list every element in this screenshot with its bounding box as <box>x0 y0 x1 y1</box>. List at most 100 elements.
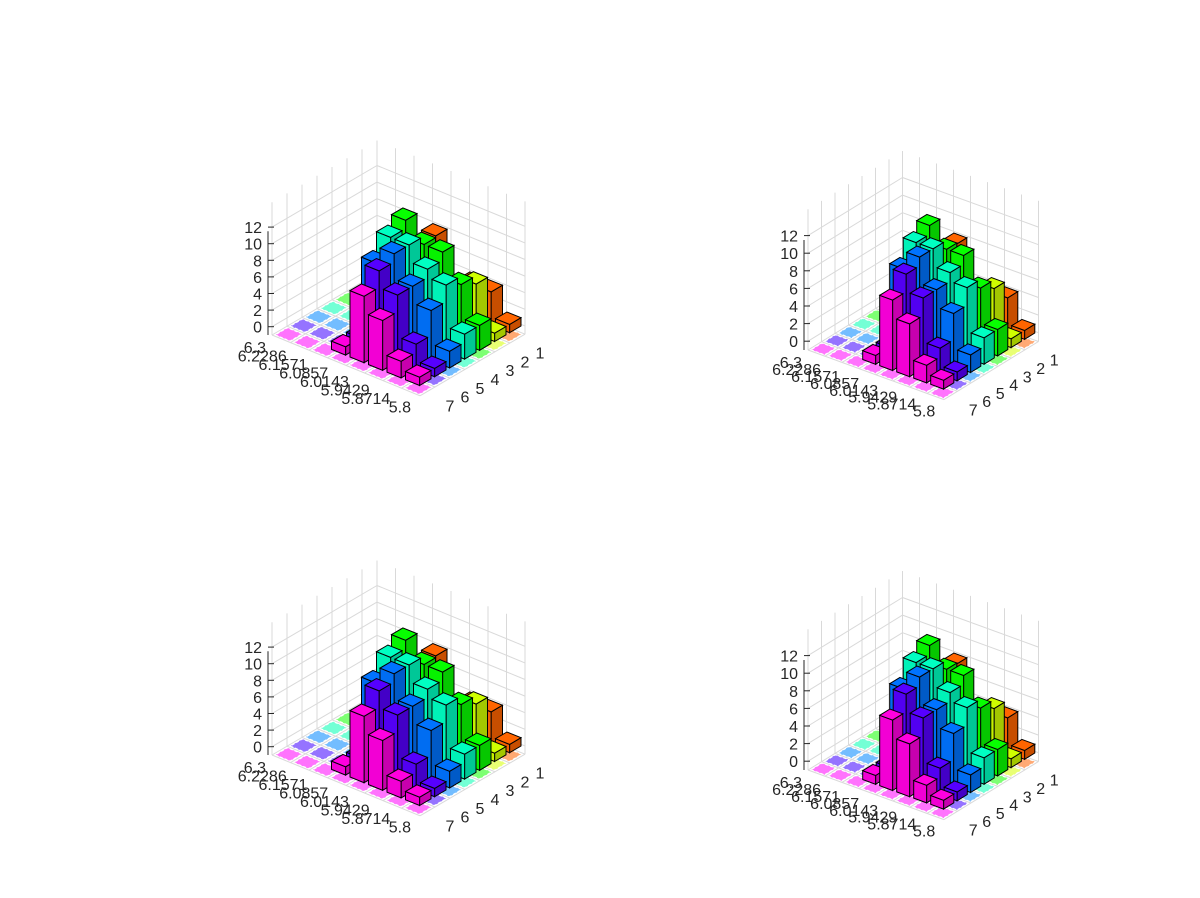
row-tick-label: 6.0857 <box>810 796 859 813</box>
floor-tile <box>366 785 396 800</box>
bar-face <box>420 642 449 657</box>
bars <box>330 627 523 807</box>
floor-tile <box>322 737 352 752</box>
col-tick-label: 1 <box>1050 773 1059 790</box>
floor-tile <box>304 309 334 324</box>
grid-line <box>271 585 378 648</box>
row-tick-label: 6.3 <box>244 340 266 357</box>
col-tick-label: 3 <box>1023 789 1032 806</box>
row-tick-label: 5.8714 <box>341 391 390 408</box>
bar-face <box>879 714 894 792</box>
floor-tile <box>366 365 396 380</box>
col-tick-label: 4 <box>1009 378 1018 395</box>
chart-panel-3: 0246810126.36.22866.15716.08576.01435.94… <box>238 560 545 837</box>
z-tick-label: 8 <box>789 264 798 281</box>
bar-face <box>420 222 449 237</box>
floor-tile <box>823 754 851 768</box>
z-tick-label: 2 <box>253 303 262 320</box>
z-tick-label: 4 <box>253 707 262 724</box>
z-tick-label: 6 <box>253 270 262 287</box>
bar-face <box>956 343 982 356</box>
col-tick-label: 2 <box>521 354 530 371</box>
col-tick-label: 7 <box>446 398 455 415</box>
bar-face <box>419 355 448 369</box>
bar-face <box>427 239 456 253</box>
bar-face <box>912 773 938 786</box>
bar-face <box>909 286 935 299</box>
bar-face <box>936 260 962 274</box>
grid-line <box>807 194 903 254</box>
row-tick-label: 6.0857 <box>279 786 328 803</box>
bar-face <box>404 364 433 378</box>
row-tick-label: 6.3 <box>244 760 266 777</box>
bar-face <box>375 224 404 238</box>
bars <box>330 207 523 387</box>
bar-face <box>363 677 392 692</box>
col-tick-label: 2 <box>521 774 530 791</box>
z-tick-label: 4 <box>253 287 262 304</box>
floor-tile <box>274 747 304 762</box>
bar-face <box>415 297 444 312</box>
bar-face <box>415 717 444 732</box>
floor-tile <box>403 380 433 395</box>
row-tick-label: 6.2286 <box>238 769 287 786</box>
floor-tile <box>826 348 854 362</box>
bar-face <box>397 273 426 287</box>
bar-face <box>393 232 422 246</box>
grid-line <box>807 212 903 272</box>
bar-face <box>895 312 921 325</box>
grid-line <box>271 334 421 397</box>
bar-face <box>1010 738 1036 752</box>
z-tick-label: 6 <box>253 690 262 707</box>
bar-face <box>378 240 407 255</box>
floor-tile <box>289 318 319 333</box>
bar-face <box>390 627 419 641</box>
bar-face <box>895 732 921 745</box>
bar-face <box>368 314 384 372</box>
grid-line <box>943 341 1039 401</box>
col-tick-label: 3 <box>506 363 515 380</box>
bar-face <box>929 788 955 801</box>
z-tick-label: 10 <box>780 666 798 683</box>
grid-line <box>271 181 378 245</box>
floor-tile <box>928 385 956 399</box>
row-tick-label: 6.1571 <box>791 369 840 386</box>
col-tick-label: 4 <box>491 792 500 809</box>
grid-line <box>807 769 945 821</box>
row-tick-label: 5.9429 <box>848 390 897 407</box>
grid-line <box>807 229 903 289</box>
floor-tile <box>840 340 868 354</box>
bar-face <box>939 301 965 315</box>
bar-face <box>400 751 429 765</box>
grid-line <box>807 614 903 674</box>
row-tick-label: 6.3 <box>780 775 802 792</box>
z-tick-label: 8 <box>253 253 262 270</box>
row-tick-label: 5.8714 <box>867 817 916 834</box>
grid-line <box>943 761 1039 821</box>
bar-face <box>378 660 407 675</box>
grid-line <box>807 667 903 727</box>
row-tick-label: 5.8 <box>913 404 935 421</box>
grid-line <box>271 231 378 294</box>
bar-face <box>912 353 938 366</box>
z-tick-label: 12 <box>244 220 262 237</box>
bar-face <box>349 289 365 364</box>
z-tick-label: 2 <box>789 737 798 754</box>
bar-face <box>390 207 419 221</box>
bar-face <box>419 775 448 789</box>
bar-face <box>929 368 955 381</box>
row-tick-label: 6.0857 <box>279 366 328 383</box>
bar-face <box>464 312 493 326</box>
col-tick-label: 7 <box>969 822 978 839</box>
floor-tile <box>826 768 854 782</box>
z-tick-label: 12 <box>780 229 798 246</box>
bar-face <box>922 278 948 291</box>
floor-tile <box>928 805 956 819</box>
col-tick-label: 3 <box>1023 369 1032 386</box>
row-tick-label: 6.0143 <box>300 374 349 391</box>
row-tick-label: 6.1571 <box>791 789 840 806</box>
